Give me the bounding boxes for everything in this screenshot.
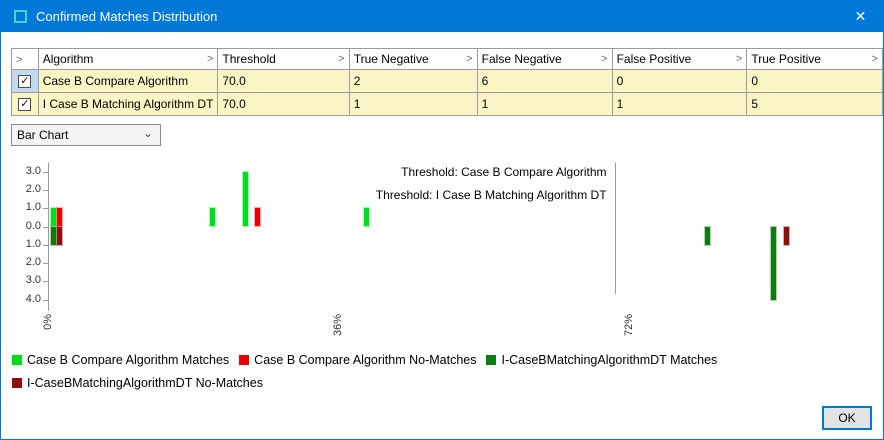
app-icon — [14, 10, 27, 23]
legend-item: I-CaseBMatchingAlgorithmDT Matches — [486, 353, 717, 367]
chart-bar — [783, 226, 789, 245]
y-axis-tick — [43, 171, 48, 173]
column-header-label: Algorithm — [42, 52, 94, 66]
y-axis-tick — [43, 244, 48, 246]
chart-bar — [209, 208, 215, 227]
legend-swatch-icon — [12, 378, 22, 388]
table-cell: 0 — [746, 69, 883, 93]
chevron-right-icon: > — [206, 53, 214, 65]
close-icon[interactable]: ✕ — [854, 8, 867, 24]
table-row: ✓ I Case B Matching Algorithm DT 70.0 1 1 1 5 — [11, 92, 883, 116]
ok-button[interactable]: OK — [822, 406, 872, 430]
y-axis-tick-label: 1.0 — [25, 237, 41, 250]
column-header-label: False Negative — [481, 52, 562, 66]
chevron-right-icon: > — [466, 53, 473, 65]
chevron-right-icon: > — [871, 53, 878, 65]
algorithm-results-table: > Algorithm > Threshold > True Negative > False… — [11, 48, 883, 116]
chart-bar — [770, 226, 776, 300]
table-cell: I Case B Matching Algorithm DT — [37, 92, 219, 116]
table-cell: 6 — [476, 69, 613, 93]
chevron-right-icon: > — [338, 53, 345, 65]
chart-bar — [57, 208, 63, 227]
column-header-label: True Positive — [751, 52, 821, 66]
table-cell: 5 — [746, 92, 883, 116]
legend-swatch-icon — [486, 355, 497, 365]
chart-bar — [50, 226, 56, 245]
table-cell: 70.0 — [217, 69, 350, 93]
chevron-right-icon: > — [601, 53, 608, 65]
column-header-label: True Negative — [353, 52, 429, 66]
y-axis-tick-label: 2.0 — [25, 182, 41, 195]
chart-bar — [364, 208, 370, 227]
x-axis-tick-label: 36% — [332, 314, 345, 337]
chevron-right-icon: > — [735, 53, 743, 65]
chart-bar — [254, 208, 260, 227]
y-axis-tick-label: 3.0 — [25, 274, 41, 287]
legend-swatch-icon — [239, 355, 250, 365]
column-header-true-positive[interactable]: True Positive > — [746, 48, 883, 70]
table-cell: 0 — [611, 69, 748, 93]
legend-item: I-CaseBMatchingAlgorithmDT No-Matches — [12, 376, 263, 390]
legend-item: Case B Compare Algorithm Matches — [12, 353, 229, 367]
title-bar[interactable]: Confirmed Matches Distribution ✕ — [1, 1, 883, 32]
legend-label: I-CaseBMatchingAlgorithmDT No-Matches — [27, 376, 263, 390]
legend-swatch-icon — [12, 355, 22, 365]
column-header-false-negative[interactable]: False Negative > — [476, 48, 613, 70]
y-axis-tick-label: 4.0 — [25, 292, 41, 305]
checkbox-cell[interactable]: ✓ — [11, 92, 39, 116]
y-axis-tick-label: 1.0 — [25, 201, 41, 214]
y-axis-tick-label: 3.0 — [25, 164, 41, 177]
row-checkbox[interactable]: ✓ — [18, 98, 32, 112]
chevron-right-icon: > — [16, 54, 23, 66]
row-checkbox[interactable]: ✓ — [18, 75, 32, 89]
legend-label: Case B Compare Algorithm Matches — [27, 353, 230, 367]
y-axis-tick-label: 0.0 — [25, 219, 41, 232]
row-expander-header[interactable]: > — [11, 48, 39, 70]
y-axis-tick — [43, 208, 48, 210]
threshold-label: Threshold: I Case B Matching Algorithm D… — [375, 188, 607, 202]
y-axis-tick — [43, 189, 48, 191]
threshold-label: Threshold: Case B Compare Algorithm — [401, 165, 607, 179]
y-axis-tick — [43, 263, 48, 265]
legend-label: Case B Compare Algorithm No-Matches — [254, 353, 477, 367]
threshold-line — [614, 163, 616, 294]
chart-bar — [242, 171, 248, 227]
y-axis-tick-label: 2.0 — [25, 256, 41, 269]
threshold-line — [614, 163, 616, 294]
chart-bar — [704, 226, 710, 245]
chart-bar — [57, 226, 63, 245]
chart-type-value: Bar Chart — [17, 128, 69, 142]
table-cell: 1 — [476, 92, 613, 116]
table-cell: Case B Compare Algorithm — [37, 69, 219, 93]
column-header-label: Threshold — [222, 52, 276, 66]
column-header-threshold[interactable]: Threshold > — [217, 48, 350, 70]
chart-type-dropdown[interactable]: Bar Chart ⌄ — [11, 124, 161, 146]
y-axis-line — [48, 163, 49, 311]
checkbox-cell[interactable]: ✓ — [11, 69, 39, 93]
table-cell: 70.0 — [217, 92, 350, 116]
column-header-false-positive[interactable]: False Positive > — [611, 48, 748, 70]
table-row: ✓ Case B Compare Algorithm 70.0 2 6 0 0 — [11, 69, 883, 93]
table-cell: 2 — [348, 69, 478, 93]
chevron-down-icon: ⌄ — [142, 126, 153, 140]
window-title: Confirmed Matches Distribution — [36, 9, 218, 24]
y-axis-tick — [43, 281, 48, 283]
x-axis-tick-label: 72% — [622, 314, 635, 337]
column-header-true-negative[interactable]: True Negative > — [348, 48, 478, 70]
table-cell: 1 — [611, 92, 748, 116]
legend-label: I-CaseBMatchingAlgorithmDT Matches — [501, 353, 718, 367]
legend-item: Case B Compare Algorithm No-Matches — [239, 353, 476, 367]
x-axis-tick-label: 0% — [42, 314, 54, 330]
column-header-label: False Positive — [616, 52, 692, 66]
chart-legend: Case B Compare Algorithm Matches Case B C… — [12, 353, 870, 390]
chart-bar — [50, 208, 56, 227]
y-axis-tick — [43, 226, 48, 228]
table-cell: 1 — [348, 92, 478, 116]
column-header-algorithm[interactable]: Algorithm > — [37, 48, 219, 70]
y-axis-tick — [43, 299, 48, 301]
